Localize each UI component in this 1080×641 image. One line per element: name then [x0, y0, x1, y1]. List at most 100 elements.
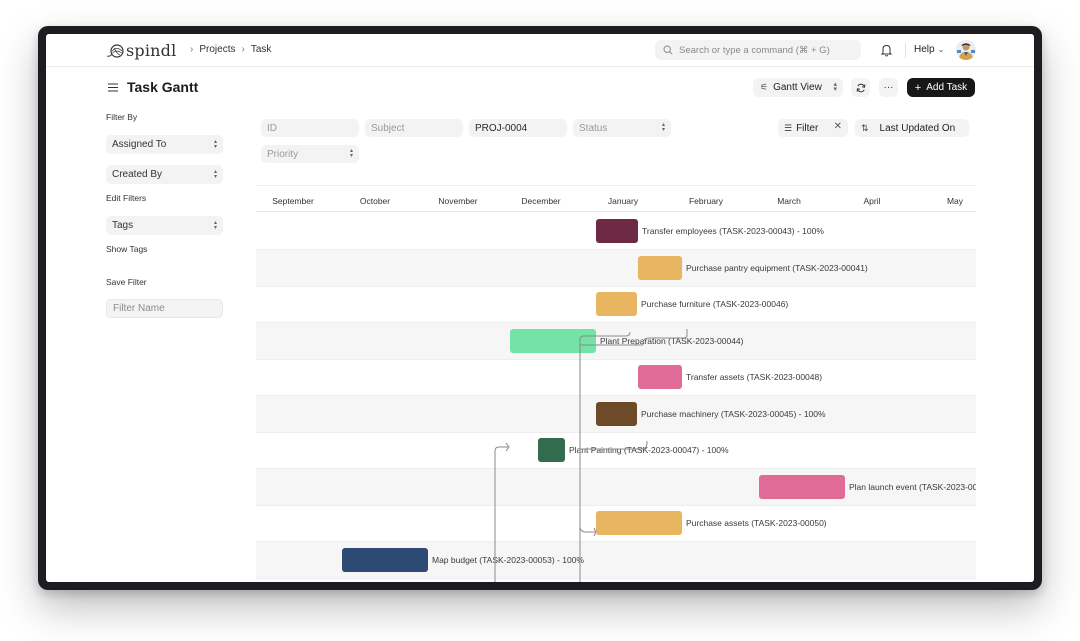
page-header: Task Gantt ⚟ Gantt View ▴ ▾ ··· + Add Tas… [46, 67, 1034, 107]
project-filter-input[interactable]: PROJ-0004 [469, 119, 567, 137]
logo-text: spindl [126, 41, 177, 60]
sort-button[interactable]: ⇅ Last Updated On [855, 119, 969, 137]
search-bar[interactable]: Search or type a command (⌘ + G) [655, 40, 861, 60]
task-bar-label: Purchase pantry equipment (TASK-2023-000… [686, 262, 868, 273]
task-bar[interactable] [510, 328, 596, 353]
app-screen: spindl › Projects › Task Search or type … [46, 34, 1034, 582]
task-bar-label: Purchase furniture (TASK-2023-00046) [641, 299, 789, 309]
month-label: December [521, 196, 561, 206]
sort-arrows-icon: ▴ ▾ [661, 122, 665, 133]
help-label: Help [914, 44, 935, 55]
sort-arrows-icon: ▴ ▾ [349, 148, 353, 159]
task-bar-label: Transfer assets (TASK-2023-00048) [686, 372, 823, 382]
user-avatar-icon [956, 40, 976, 60]
task-bar-label: Plant Preparation (TASK-2023-00044) [600, 335, 744, 346]
breadcrumb-task[interactable]: Task [250, 44, 272, 55]
subject-placeholder: Subject [371, 122, 405, 134]
month-label: March [777, 196, 801, 206]
show-tags-link[interactable]: Show Tags [106, 244, 148, 254]
status-filter-select[interactable]: Status ▴ ▾ [573, 119, 671, 137]
month-label: February [688, 196, 724, 206]
task-bar[interactable] [596, 401, 637, 426]
tags-label: Tags [112, 220, 134, 231]
navbar: spindl › Projects › Task Search or type … [46, 34, 1034, 67]
id-filter-input[interactable]: ID [261, 119, 359, 137]
sort-arrows-icon: ▴ ▾ [213, 220, 217, 231]
task-bar[interactable] [759, 474, 845, 499]
task-bar-label: Transfer employees (TASK-2023-00043) - 1… [642, 226, 824, 236]
month-header: September October November December January F… [256, 186, 976, 212]
reload-button[interactable] [851, 78, 870, 97]
more-options-button[interactable]: ··· [879, 78, 898, 97]
logo[interactable]: spindl [106, 41, 176, 60]
sort-arrows-icon: ▴ ▾ [213, 169, 217, 180]
chevron-right-icon: › [241, 44, 245, 55]
month-label: October [359, 196, 391, 206]
priority-placeholder: Priority [267, 148, 299, 160]
gantt-panel: ID Subject PROJ-0004 Status ▴ ▾ Priority … [256, 112, 976, 582]
bell-icon[interactable] [880, 43, 893, 57]
assigned-to-select[interactable]: Assigned To ▴ ▾ [106, 135, 223, 154]
filter-label: Filter [796, 122, 819, 134]
tags-select[interactable]: Tags ▴ ▾ [106, 216, 223, 235]
breadcrumb-projects[interactable]: Projects [199, 44, 236, 55]
breadcrumb: › Projects › Task [184, 44, 271, 55]
refresh-icon [856, 83, 865, 92]
filter-name-input[interactable]: Filter Name [106, 299, 223, 318]
chevron-right-icon: › [190, 44, 194, 55]
created-by-label: Created By [112, 169, 163, 180]
chevron-down-icon: ⌄ [937, 45, 945, 54]
add-task-label: Add Task [926, 82, 968, 93]
month-label: September [272, 196, 314, 206]
gantt-row [256, 249, 976, 287]
month-label: November [438, 196, 478, 206]
gantt-view-icon: ⚟ [760, 82, 769, 92]
task-bar-label: Purchase assets (TASK-2023-00050) [686, 518, 827, 528]
page-title: Task Gantt [127, 79, 199, 95]
divider [905, 43, 906, 58]
sort-arrows-icon: ▴ ▾ [213, 139, 217, 150]
gantt-row [256, 359, 976, 396]
add-task-button[interactable]: + Add Task [907, 78, 975, 97]
device-frame: spindl › Projects › Task Search or type … [38, 26, 1042, 590]
gantt-row [256, 578, 976, 582]
month-label: May [946, 196, 964, 206]
search-placeholder: Search or type a command (⌘ + G) [679, 44, 830, 56]
subject-filter-input[interactable]: Subject [365, 119, 463, 137]
month-label: January [607, 196, 639, 206]
task-bar[interactable] [342, 547, 428, 572]
edit-filters-link[interactable]: Edit Filters [106, 193, 147, 203]
id-placeholder: ID [267, 122, 277, 134]
assigned-to-label: Assigned To [112, 139, 167, 150]
filter-button[interactable]: ☰ Filter ✕ [778, 119, 848, 137]
close-icon[interactable]: ✕ [833, 121, 842, 132]
gantt-row [256, 468, 976, 506]
task-bar-label: Plan launch event (TASK-2023-00049) [849, 481, 976, 492]
task-bar-label: Purchase machinery (TASK-2023-00045) - 1… [641, 408, 826, 419]
help-menu[interactable]: Help ⌄ [914, 44, 944, 55]
filter-lines-icon: ☰ [784, 122, 793, 133]
task-bar[interactable] [596, 219, 638, 243]
task-bar-label: Map budget (TASK-2023-00053) - 100% [432, 554, 584, 565]
ellipsis-icon: ··· [883, 82, 894, 93]
month-label: April [863, 196, 881, 206]
view-switcher[interactable]: ⚟ Gantt View ▴ ▾ [753, 78, 843, 97]
task-bar[interactable] [596, 292, 637, 316]
task-bar-label: Plant Painting (TASK-2023-00047) - 100% [569, 445, 729, 455]
plus-icon: + [914, 81, 922, 94]
avatar[interactable] [956, 40, 976, 60]
filter-name-placeholder: Filter Name [113, 303, 165, 314]
task-bar[interactable] [638, 365, 682, 389]
created-by-select[interactable]: Created By ▴ ▾ [106, 165, 223, 184]
save-filter-label: Save Filter [106, 277, 147, 287]
task-bar[interactable] [596, 511, 682, 535]
task-bar[interactable] [638, 255, 682, 280]
sort-icon: ⇅ [861, 122, 869, 133]
task-bar[interactable] [538, 438, 565, 462]
search-icon [663, 45, 673, 55]
view-label: Gantt View [773, 82, 822, 93]
menu-icon[interactable] [108, 83, 118, 92]
project-value: PROJ-0004 [475, 122, 528, 134]
gantt-row [256, 322, 976, 360]
priority-filter-select[interactable]: Priority ▴ ▾ [261, 145, 359, 163]
